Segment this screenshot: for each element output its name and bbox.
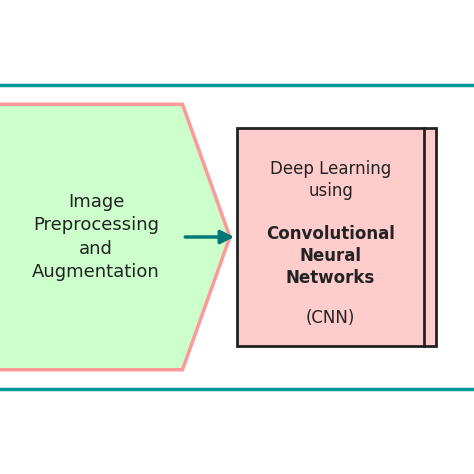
Text: (CNN): (CNN) bbox=[306, 309, 356, 327]
FancyBboxPatch shape bbox=[237, 128, 436, 346]
Text: Image
Preprocessing
and
Augmentation: Image Preprocessing and Augmentation bbox=[32, 192, 160, 282]
Text: Convolutional
Neural
Networks: Convolutional Neural Networks bbox=[266, 225, 395, 287]
Polygon shape bbox=[0, 104, 230, 370]
Text: Deep Learning
using: Deep Learning using bbox=[270, 160, 391, 200]
